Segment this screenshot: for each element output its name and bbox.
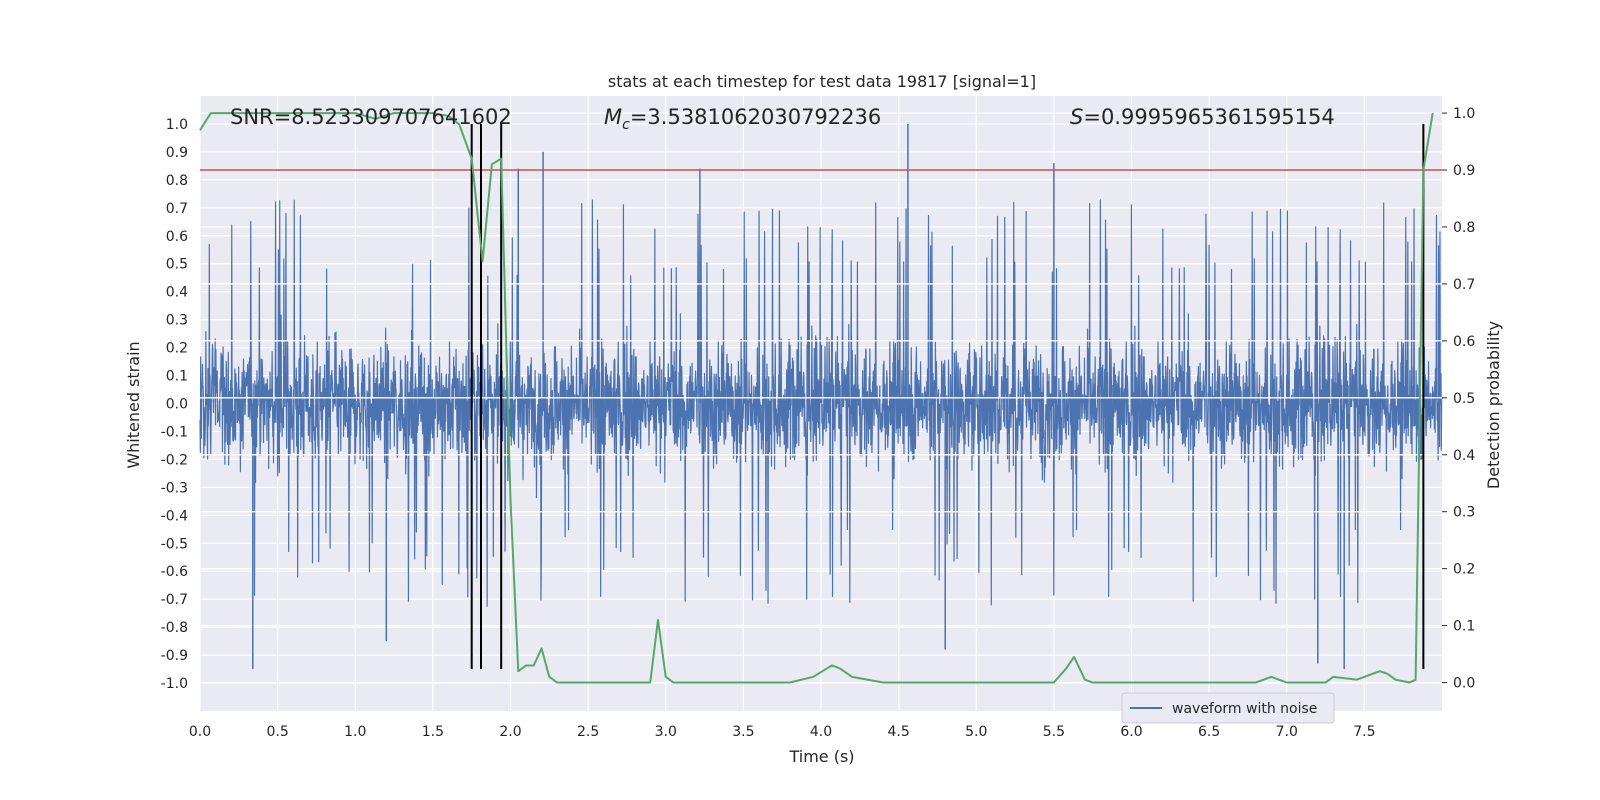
y-right-tick-label: 0.1 [1453, 619, 1475, 635]
x-axis-label: Time (s) [788, 747, 854, 766]
y-right-tick-label: 0.5 [1453, 391, 1475, 407]
waveform-line [199, 199, 1443, 607]
x-tick-label: 2.0 [499, 724, 521, 740]
x-tick-label: 3.5 [732, 724, 754, 740]
y-right-tick-label: 0.3 [1453, 505, 1475, 521]
y-right-tick-label: 0.0 [1453, 676, 1475, 692]
y-tick-label: 0.5 [166, 257, 188, 273]
x-tick-label: 7.5 [1353, 724, 1375, 740]
y-tick-label: -0.3 [161, 480, 188, 496]
legend: waveform with noise [1121, 692, 1335, 724]
y-right-tick-label: 0.8 [1453, 220, 1475, 236]
y-tick-labels: 1.0 0.9 0.8 0.7 0.6 0.5 0.4 0.3 0.2 0.1 0.0 -0.1 -0.… [161, 117, 188, 692]
y-right-tick-label: 0.4 [1453, 448, 1475, 464]
y-right-tick-label: 0.6 [1453, 334, 1475, 350]
mc-subscript: c [622, 117, 630, 133]
y-tick-label: 0.9 [166, 145, 188, 161]
y-tick-label: 0.1 [166, 369, 188, 385]
probability-line [199, 112, 1434, 684]
mc-symbol: M [604, 105, 622, 129]
x-tick-label: 4.0 [810, 724, 832, 740]
x-tick-label: 3.0 [655, 724, 677, 740]
y-tick-label: -1.0 [161, 676, 188, 692]
y-tick-label: 0.4 [166, 285, 188, 301]
probability-series [199, 112, 1434, 684]
y-tick-label: 0.0 [166, 397, 188, 413]
y-right-tick-label: 0.9 [1453, 163, 1475, 179]
x-tick-label: 0.5 [266, 724, 288, 740]
s-symbol: S [1070, 105, 1083, 129]
y-tick-label: 0.8 [166, 173, 188, 189]
s-annotation: S=0.9995965361595154 [1070, 105, 1335, 129]
y-axis-label: Whitened strain [124, 341, 143, 468]
mc-value: =3.5381062030792236 [630, 105, 881, 129]
snr-annotation: SNR=8.523309707641602 [230, 105, 512, 129]
y-tick-label: -0.4 [161, 508, 188, 524]
y-tick-label: 1.0 [166, 117, 188, 133]
y-tick-label: -0.1 [161, 424, 188, 440]
y-right-tick-labels: 1.0 0.9 0.8 0.7 0.6 0.5 0.4 0.3 0.2 0.1 0.0 [1442, 106, 1475, 692]
y-right-tick-label: 0.2 [1453, 562, 1475, 578]
legend-box [1121, 692, 1335, 724]
mc-annotation: Mc=3.5381062030792236 [604, 105, 881, 133]
x-tick-label: 5.0 [965, 724, 987, 740]
y-tick-label: 0.7 [166, 201, 188, 217]
x-tick-label: 4.5 [887, 724, 909, 740]
y-tick-label: 0.2 [166, 341, 188, 357]
y-right-tick-label: 1.0 [1453, 106, 1475, 122]
x-tick-label: 1.5 [422, 724, 444, 740]
y-tick-label: -0.6 [161, 564, 188, 580]
y-tick-label: -0.5 [161, 536, 188, 552]
chart-title: stats at each timestep for test data 198… [608, 72, 1036, 91]
x-tick-label: 6.5 [1198, 724, 1220, 740]
y-right-axis-label: Detection probability [1484, 321, 1503, 489]
x-tick-labels: 0.0 0.5 1.0 1.5 2.0 2.5 3.0 3.5 4.0 4.5 5.0 5.5 6.0 6… [189, 724, 1376, 740]
y-tick-label: -0.7 [161, 592, 188, 608]
x-tick-label: 1.0 [344, 724, 366, 740]
horizontal-gridlines-front [200, 283, 1442, 513]
x-tick-label: 0.0 [189, 724, 211, 740]
x-tick-label: 7.0 [1276, 724, 1298, 740]
y-right-tick-label: 0.7 [1453, 277, 1475, 293]
y-tick-label: -0.8 [161, 620, 188, 636]
y-tick-label: 0.3 [166, 313, 188, 329]
y-tick-label: -0.2 [161, 452, 188, 468]
x-tick-label: 5.5 [1043, 724, 1065, 740]
x-tick-label: 2.5 [577, 724, 599, 740]
y-tick-label: 0.6 [166, 229, 188, 245]
x-tick-label: 6.0 [1120, 724, 1142, 740]
y-tick-label: -0.9 [161, 648, 188, 664]
s-value: =0.9995965361595154 [1083, 105, 1334, 129]
legend-label: waveform with noise [1172, 701, 1317, 717]
